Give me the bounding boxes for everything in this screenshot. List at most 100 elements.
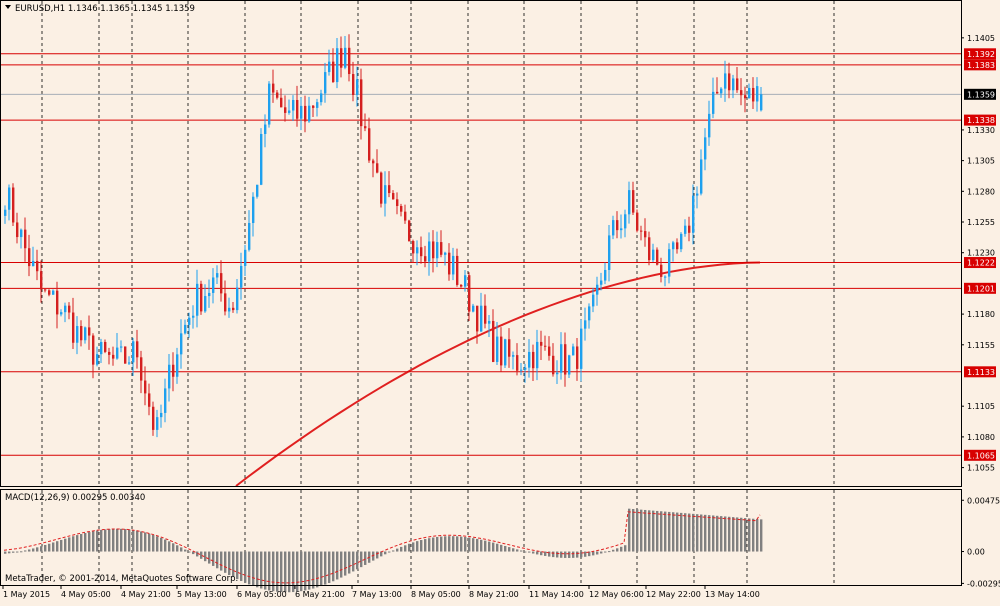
candle-body[interactable]: [92, 335, 95, 365]
candle-body[interactable]: [192, 315, 195, 318]
candle-body[interactable]: [684, 225, 687, 234]
candle-body[interactable]: [476, 305, 479, 332]
candle-body[interactable]: [24, 229, 27, 249]
candle-body[interactable]: [484, 305, 487, 324]
candle-body[interactable]: [688, 225, 691, 233]
candle-body[interactable]: [624, 214, 627, 229]
candle-body[interactable]: [376, 163, 379, 173]
candle-body[interactable]: [292, 99, 295, 111]
candle-body[interactable]: [36, 260, 39, 272]
candle-body[interactable]: [372, 160, 375, 164]
candle-body[interactable]: [356, 79, 359, 95]
candle-body[interactable]: [724, 73, 727, 89]
candle-body[interactable]: [668, 249, 671, 277]
candle-body[interactable]: [196, 283, 199, 316]
candle-body[interactable]: [272, 83, 275, 93]
candle-body[interactable]: [308, 105, 311, 122]
candle-body[interactable]: [664, 276, 667, 278]
candle-body[interactable]: [600, 280, 603, 285]
candle-body[interactable]: [120, 346, 123, 348]
candle-body[interactable]: [752, 87, 755, 102]
candle-body[interactable]: [388, 185, 391, 194]
candle-body[interactable]: [760, 94, 763, 111]
candle-body[interactable]: [96, 354, 99, 365]
candle-body[interactable]: [268, 83, 271, 125]
candle-body[interactable]: [312, 105, 315, 108]
candle-body[interactable]: [480, 305, 483, 332]
candle-body[interactable]: [504, 339, 507, 366]
candle-body[interactable]: [80, 326, 83, 341]
candle-body[interactable]: [616, 220, 619, 231]
candle-body[interactable]: [260, 133, 263, 185]
candle-body[interactable]: [712, 91, 715, 114]
candle-body[interactable]: [172, 364, 175, 377]
candle-body[interactable]: [8, 187, 11, 210]
candle-body[interactable]: [524, 367, 527, 370]
candle-body[interactable]: [328, 61, 331, 73]
candle-body[interactable]: [104, 341, 107, 352]
candle-body[interactable]: [420, 247, 423, 257]
candle-body[interactable]: [648, 237, 651, 261]
candle-body[interactable]: [628, 190, 631, 215]
candle-body[interactable]: [532, 351, 535, 369]
candle-body[interactable]: [200, 283, 203, 312]
candle-body[interactable]: [732, 78, 735, 91]
candle-body[interactable]: [28, 248, 31, 267]
candle-body[interactable]: [188, 317, 191, 325]
candle-body[interactable]: [140, 357, 143, 381]
chart-menu-triangle-icon[interactable]: [5, 5, 11, 9]
candle-body[interactable]: [340, 48, 343, 68]
candle-body[interactable]: [344, 47, 347, 68]
candle-body[interactable]: [404, 211, 407, 221]
candle-body[interactable]: [288, 110, 291, 113]
candle-body[interactable]: [644, 231, 647, 238]
candle-body[interactable]: [236, 287, 239, 311]
candle-body[interactable]: [180, 333, 183, 355]
candle-body[interactable]: [168, 364, 171, 389]
candle-body[interactable]: [48, 290, 51, 295]
candle-body[interactable]: [528, 351, 531, 368]
candle-body[interactable]: [208, 292, 211, 297]
candle-body[interactable]: [436, 242, 439, 259]
candle-body[interactable]: [744, 95, 747, 99]
candle-body[interactable]: [300, 105, 303, 119]
candle-body[interactable]: [232, 307, 235, 311]
candle-body[interactable]: [412, 241, 415, 254]
candle-body[interactable]: [132, 341, 135, 363]
candle-body[interactable]: [396, 199, 399, 207]
candle-body[interactable]: [40, 271, 43, 290]
candle-body[interactable]: [176, 354, 179, 377]
candle-body[interactable]: [380, 172, 383, 204]
candle-body[interactable]: [88, 327, 91, 336]
macd-indicator[interactable]: 0.00475 0.00 -0.00295: [3, 496, 1000, 593]
candle-body[interactable]: [680, 233, 683, 250]
candle-body[interactable]: [676, 242, 679, 250]
candle-body[interactable]: [160, 412, 163, 418]
candle-body[interactable]: [716, 91, 719, 94]
candle-body[interactable]: [164, 388, 167, 413]
candle-body[interactable]: [580, 328, 583, 369]
candle-body[interactable]: [444, 252, 447, 255]
candle-body[interactable]: [640, 230, 643, 232]
candle-body[interactable]: [472, 305, 475, 312]
candle-body[interactable]: [672, 242, 675, 250]
candle-body[interactable]: [612, 220, 615, 236]
candle-body[interactable]: [216, 273, 219, 278]
candle-body[interactable]: [368, 128, 371, 161]
candle-body[interactable]: [560, 344, 563, 373]
candle-body[interactable]: [740, 90, 743, 96]
candle-body[interactable]: [44, 289, 47, 291]
candle-body[interactable]: [512, 355, 515, 357]
candle-body[interactable]: [464, 275, 467, 287]
candle-body[interactable]: [220, 273, 223, 294]
candle-body[interactable]: [460, 284, 463, 287]
candle-body[interactable]: [124, 346, 127, 364]
time-axis[interactable]: 1 May 2015 4 May 05:00 4 May 21:00 5 May 13…: [2, 585, 760, 599]
candle-body[interactable]: [280, 97, 283, 108]
candle-body[interactable]: [424, 256, 427, 262]
candle-body[interactable]: [20, 229, 23, 238]
price-axis[interactable]: 1.1405 1.1330 1.1305 1.1280 1.1255 1.1230 1.11…: [961, 34, 996, 473]
candle-body[interactable]: [576, 346, 579, 369]
candle-body[interactable]: [548, 346, 551, 356]
candle-body[interactable]: [496, 336, 499, 362]
